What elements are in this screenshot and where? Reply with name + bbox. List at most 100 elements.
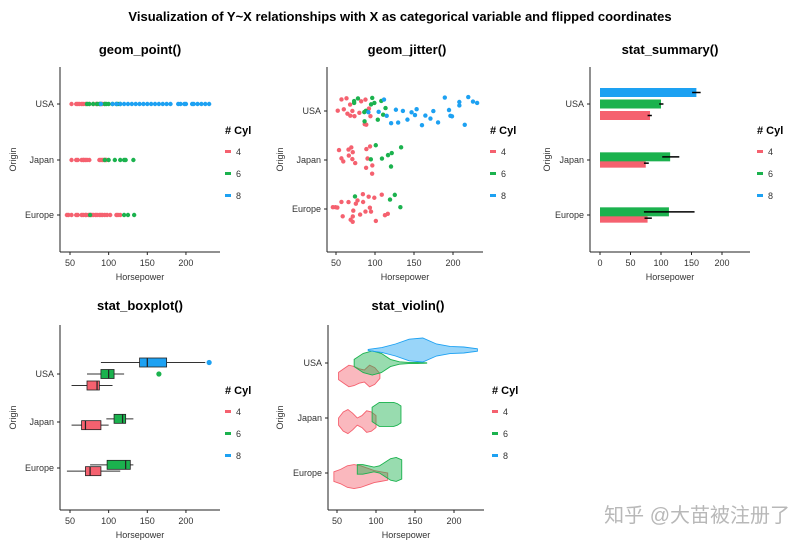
data-point: [385, 152, 391, 158]
data-point: [346, 199, 351, 205]
bar: [600, 111, 651, 120]
x-axis-title: Horsepower: [646, 272, 695, 282]
data-point: [75, 157, 80, 163]
y-tick-label: Japan: [297, 413, 322, 423]
legend-key-6: [757, 172, 763, 175]
data-point: [353, 201, 359, 206]
data-point: [398, 204, 403, 210]
x-tick-label: 150: [407, 516, 422, 526]
box: [81, 420, 102, 431]
y-axis-title: Origin: [542, 147, 552, 171]
data-point: [395, 120, 401, 125]
data-point: [118, 101, 123, 107]
data-point: [183, 101, 189, 107]
x-tick-label: 150: [140, 516, 155, 526]
data-point: [393, 107, 399, 112]
data-point: [206, 101, 212, 107]
watermark: 知乎 @大苗被注册了: [604, 504, 790, 527]
data-point: [373, 218, 379, 224]
data-point: [372, 100, 377, 106]
legend-key-8: [225, 454, 231, 457]
y-axis-title: Origin: [275, 147, 285, 171]
data-point: [357, 212, 363, 217]
data-point: [133, 101, 138, 107]
data-point: [457, 99, 462, 105]
x-tick-label: 150: [140, 258, 155, 268]
legend-key-4: [490, 150, 496, 153]
data-point: [409, 110, 414, 115]
violin: [353, 350, 428, 376]
x-axis-title: Horsepower: [116, 272, 165, 282]
data-point: [339, 97, 344, 102]
data-point: [344, 96, 349, 101]
data-point: [362, 119, 367, 124]
data-point: [457, 103, 462, 108]
data-point: [381, 97, 387, 102]
data-point: [341, 107, 347, 112]
data-point: [123, 157, 128, 163]
data-point: [370, 95, 375, 101]
y-tick-label: USA: [302, 106, 321, 116]
legend-label: 6: [236, 169, 241, 179]
y-tick-label: Europe: [25, 463, 54, 473]
data-point: [368, 209, 374, 214]
data-point: [428, 116, 433, 121]
legend-key-6: [490, 172, 496, 175]
y-tick-label: USA: [35, 99, 54, 109]
data-point: [369, 171, 375, 176]
legend-label: 6: [501, 169, 506, 179]
data-point: [350, 219, 355, 225]
data-point: [353, 160, 358, 166]
data-point: [400, 108, 406, 114]
data-point: [379, 192, 384, 197]
data-point: [350, 156, 355, 162]
data-point: [363, 97, 368, 102]
data-point: [366, 106, 372, 111]
data-point: [178, 101, 183, 107]
data-point: [346, 153, 352, 158]
data-point: [125, 212, 131, 218]
data-point: [125, 101, 131, 107]
data-point: [423, 113, 428, 118]
data-point: [370, 163, 375, 168]
data-point: [367, 144, 373, 149]
data-point: [357, 110, 362, 116]
bar: [600, 99, 661, 109]
data-point: [349, 145, 354, 150]
data-point: [110, 101, 115, 107]
bar: [600, 213, 648, 223]
data-point: [379, 156, 385, 161]
legend-title: # Cyl: [225, 125, 251, 137]
legend-key-8: [757, 194, 763, 197]
data-point: [358, 99, 364, 104]
data-point: [340, 214, 345, 219]
data-point: [368, 113, 373, 119]
data-point: [367, 205, 373, 210]
x-tick-label: 100: [367, 258, 382, 268]
data-point: [156, 101, 162, 107]
x-tick-label: 200: [446, 516, 461, 526]
x-axis-title: Horsepower: [381, 272, 430, 282]
data-point: [164, 101, 169, 107]
data-point: [360, 199, 366, 205]
data-point: [106, 101, 111, 107]
panel-bar: stat_summary() 0 50 100 150 200 USA Japan Europe…: [542, 42, 783, 282]
data-point: [104, 212, 110, 218]
data-point: [383, 105, 388, 111]
data-point: [350, 214, 356, 219]
x-tick-label: 50: [625, 258, 635, 268]
data-point: [375, 117, 381, 122]
data-point: [355, 96, 361, 101]
data-point: [131, 212, 137, 218]
box: [85, 466, 102, 477]
legend-label: 8: [236, 191, 241, 201]
data-point: [137, 101, 142, 107]
violin: [338, 409, 377, 435]
data-point: [355, 198, 360, 203]
data-point: [446, 107, 452, 113]
data-point: [148, 101, 154, 107]
data-point: [389, 150, 394, 156]
legend-key-6: [225, 172, 231, 175]
data-point: [351, 98, 357, 104]
